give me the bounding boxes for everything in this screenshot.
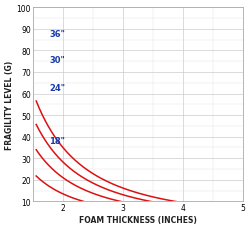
Text: 24": 24" [50,83,66,92]
Y-axis label: FRAGILITY LEVEL (G): FRAGILITY LEVEL (G) [5,60,14,149]
Text: 30": 30" [50,55,65,64]
Text: 18": 18" [50,137,65,146]
X-axis label: FOAM THICKNESS (INCHES): FOAM THICKNESS (INCHES) [79,215,197,224]
Text: 36": 36" [50,30,65,38]
